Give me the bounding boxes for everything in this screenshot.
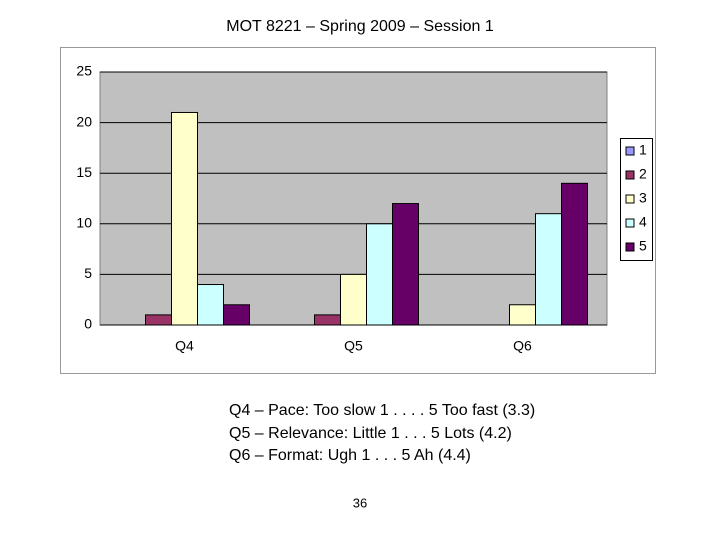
chart-title: MOT 8221 – Spring 2009 – Session 1 (226, 18, 494, 35)
y-tick-label: 20 (76, 113, 92, 129)
legend-label: 3 (639, 190, 647, 206)
y-tick-label: 25 (76, 63, 92, 79)
bar (366, 223, 393, 326)
y-tick-label: 15 (76, 164, 92, 180)
bar (314, 314, 341, 326)
bar (145, 314, 172, 326)
x-tick-label: Q6 (513, 338, 532, 354)
page-number: 36 (353, 495, 367, 510)
y-tick-label: 0 (84, 316, 92, 332)
bar (197, 284, 224, 326)
legend-label: 1 (639, 142, 647, 158)
legend-swatch (625, 194, 635, 204)
y-tick-label: 5 (84, 265, 92, 281)
legend-label: 2 (639, 166, 647, 182)
legend (620, 138, 653, 261)
bar (535, 213, 562, 326)
bar (392, 203, 419, 326)
legend-label: 5 (639, 238, 647, 254)
bar (340, 273, 367, 326)
legend-label: 4 (639, 214, 647, 230)
bar (509, 304, 536, 326)
y-tick-label: 10 (76, 215, 92, 231)
note: Q4 – Pace: Too slow 1 . . . . 5 Too fast… (229, 402, 535, 419)
legend-swatch (625, 218, 635, 228)
bar (223, 304, 250, 326)
note: Q5 – Relevance: Little 1 . . . 5 Lots (4… (229, 425, 512, 442)
x-tick-label: Q5 (344, 338, 363, 354)
note: Q6 – Format: Ugh 1 . . . 5 Ah (4.4) (229, 447, 471, 464)
bar (171, 111, 198, 326)
legend-swatch (625, 146, 635, 156)
bar (561, 182, 588, 326)
x-tick-label: Q4 (175, 338, 194, 354)
legend-swatch (625, 242, 635, 252)
legend-swatch (625, 170, 635, 180)
